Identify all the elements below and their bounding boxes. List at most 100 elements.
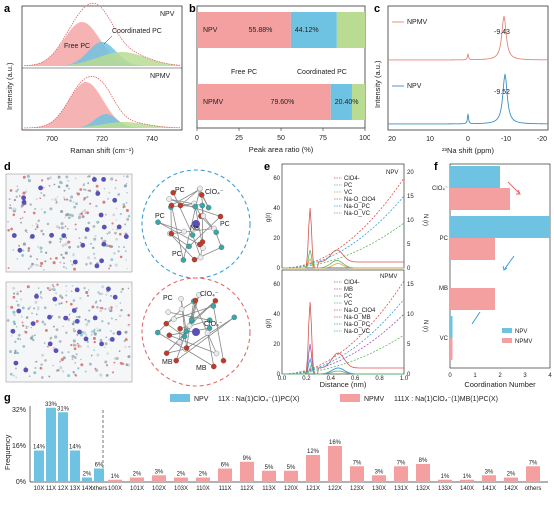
atom: [115, 264, 118, 267]
atom: [16, 300, 18, 302]
atom: [40, 251, 42, 253]
atom: [25, 331, 28, 334]
f-cat-1: PC: [440, 236, 449, 242]
cluster-npmv-label-mb2: MB: [196, 365, 207, 372]
g-bar-npmv-label-2: 3%: [155, 469, 164, 475]
atom: [11, 335, 13, 337]
atom: [43, 269, 44, 270]
atom: [35, 228, 37, 230]
atom: [123, 175, 125, 177]
e-rtick-top-3: 15: [407, 194, 414, 200]
cluster-npv-label-na: Na: [190, 225, 199, 232]
g-npmv-cat-10: 122X: [328, 486, 342, 492]
atom: [116, 305, 118, 307]
atom: [20, 290, 22, 292]
cluster-atom: [197, 186, 202, 191]
atom: [126, 175, 129, 178]
na-ion: [102, 242, 107, 247]
atom: [61, 358, 64, 361]
g-bar-npmv-label-3: 2%: [177, 472, 186, 478]
atom: [96, 306, 99, 309]
atom: [29, 203, 31, 205]
atom: [41, 208, 43, 210]
atom: [44, 323, 46, 325]
atom: [68, 318, 70, 320]
panel-e-ylabel-top: g(r): [266, 213, 272, 222]
g-bar-npmv-1: [130, 478, 144, 483]
atom: [61, 302, 63, 304]
atom: [100, 339, 103, 342]
cluster-na-ion: [192, 328, 200, 336]
panel-b-bar-name-0: NPV: [203, 27, 218, 34]
atom: [42, 233, 44, 235]
atom: [66, 285, 67, 286]
atom: [41, 179, 43, 181]
atom: [65, 175, 68, 178]
cluster-atom: [214, 351, 219, 356]
atom: [52, 288, 54, 290]
na-ion: [117, 225, 122, 230]
cluster-atom: [178, 326, 183, 331]
atom: [56, 225, 59, 228]
atom: [47, 223, 49, 225]
atom: [89, 262, 92, 265]
g-bar-npmv-label-1: 2%: [133, 472, 142, 478]
na-ion: [77, 330, 82, 335]
atom: [64, 243, 67, 246]
atom: [22, 345, 25, 348]
atom: [88, 289, 89, 290]
atom: [88, 175, 90, 177]
cluster-atom: [198, 255, 203, 260]
atom: [86, 211, 89, 214]
g-bar-npmv-label-19: 7%: [529, 460, 538, 466]
panel-b-free-value-1: 79.60%: [271, 99, 295, 106]
atom: [99, 309, 102, 312]
atom: [90, 243, 92, 245]
f-cat-0: ClO₄⁻: [432, 186, 448, 192]
atom: [9, 350, 12, 353]
na-ion: [75, 319, 80, 324]
g-bar-npmv-5: [218, 469, 232, 483]
atom: [17, 352, 19, 354]
atom: [73, 344, 76, 347]
atom: [40, 291, 42, 293]
atom: [73, 299, 76, 302]
g-bar-npmv-label-18: 2%: [507, 472, 516, 478]
atom: [73, 206, 76, 209]
atom: [55, 257, 58, 260]
atom: [109, 245, 111, 247]
atom: [32, 335, 34, 337]
atom: [47, 346, 49, 348]
atom: [16, 326, 18, 328]
e-ltick-top-1: 20: [273, 236, 280, 242]
atom: [75, 223, 77, 225]
g-bar-npmv-label-8: 5%: [287, 465, 296, 471]
atom: [105, 214, 107, 216]
g-npmv-cat-17: 141X: [482, 486, 496, 492]
f-bar-npv-0: [450, 166, 500, 188]
atom: [55, 304, 57, 306]
atom: [36, 198, 38, 200]
na-ion: [48, 342, 53, 347]
cluster-atom: [184, 345, 189, 350]
g-npmv-cat-9: 121X: [306, 486, 320, 492]
panel-b-bar-name-1: NPMV: [203, 99, 224, 106]
atom: [89, 363, 92, 366]
atom: [126, 268, 128, 270]
atom: [66, 213, 69, 216]
cluster-atom: [206, 205, 211, 210]
atom: [83, 184, 85, 186]
atom: [110, 258, 113, 261]
atom: [23, 191, 26, 194]
atom: [7, 229, 10, 232]
atom: [75, 228, 77, 230]
atom: [13, 296, 16, 299]
e-ltick-bot-3: 60: [273, 282, 280, 288]
atom: [29, 375, 31, 377]
atom: [26, 316, 29, 319]
atom: [28, 247, 31, 250]
atom: [71, 290, 73, 292]
atom: [7, 319, 10, 322]
atom: [34, 208, 36, 210]
